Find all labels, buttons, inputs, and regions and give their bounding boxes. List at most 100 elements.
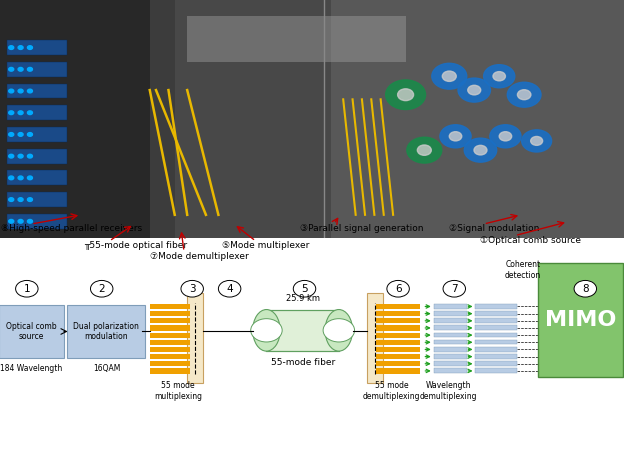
Circle shape (484, 65, 515, 88)
Circle shape (18, 46, 23, 49)
Circle shape (522, 130, 552, 152)
Ellipse shape (325, 310, 353, 351)
FancyBboxPatch shape (0, 305, 64, 358)
Circle shape (27, 176, 32, 180)
Circle shape (27, 133, 32, 136)
FancyBboxPatch shape (376, 361, 420, 366)
Circle shape (27, 67, 32, 71)
Circle shape (9, 133, 14, 136)
Circle shape (458, 78, 490, 102)
FancyBboxPatch shape (150, 340, 190, 345)
FancyBboxPatch shape (376, 333, 420, 338)
FancyBboxPatch shape (475, 347, 517, 352)
Circle shape (18, 219, 23, 223)
FancyBboxPatch shape (0, 277, 624, 462)
FancyBboxPatch shape (150, 318, 190, 323)
Circle shape (443, 280, 466, 297)
Circle shape (493, 72, 505, 81)
FancyBboxPatch shape (0, 0, 624, 238)
Text: Optical comb
source: Optical comb source (6, 322, 57, 341)
Circle shape (9, 46, 14, 49)
Text: ⑤Mode multiplexer: ⑤Mode multiplexer (222, 241, 309, 250)
Text: MIMO: MIMO (545, 310, 616, 330)
FancyBboxPatch shape (376, 368, 420, 373)
Text: 6: 6 (395, 284, 401, 294)
FancyBboxPatch shape (475, 354, 517, 359)
FancyBboxPatch shape (475, 318, 517, 323)
FancyBboxPatch shape (150, 354, 190, 359)
Text: 3: 3 (189, 284, 195, 294)
FancyBboxPatch shape (150, 333, 190, 338)
Circle shape (397, 89, 414, 101)
Circle shape (18, 89, 23, 93)
Text: 55-mode fiber: 55-mode fiber (271, 358, 334, 367)
Text: 1: 1 (24, 284, 30, 294)
FancyBboxPatch shape (187, 293, 203, 383)
Circle shape (27, 111, 32, 115)
Circle shape (293, 280, 316, 297)
FancyBboxPatch shape (376, 304, 420, 309)
Circle shape (18, 198, 23, 201)
FancyBboxPatch shape (7, 149, 67, 164)
Circle shape (181, 280, 203, 297)
Circle shape (18, 111, 23, 115)
Text: ①Optical comb source: ①Optical comb source (480, 236, 582, 244)
Text: 25.9 km: 25.9 km (286, 294, 319, 303)
FancyBboxPatch shape (7, 192, 67, 207)
FancyBboxPatch shape (475, 361, 517, 366)
Text: ⑧High-speed parallel receivers: ⑧High-speed parallel receivers (1, 224, 142, 233)
FancyBboxPatch shape (7, 62, 67, 77)
Text: ⑦Mode demultiplexer: ⑦Mode demultiplexer (150, 252, 248, 261)
FancyBboxPatch shape (0, 238, 624, 286)
Ellipse shape (253, 310, 280, 351)
Circle shape (9, 89, 14, 93)
Text: 5: 5 (301, 284, 308, 294)
FancyBboxPatch shape (150, 304, 190, 309)
Text: Coherent
detection: Coherent detection (505, 260, 541, 280)
Circle shape (386, 80, 426, 109)
FancyBboxPatch shape (7, 214, 67, 229)
FancyBboxPatch shape (7, 170, 67, 185)
FancyBboxPatch shape (331, 0, 624, 238)
Text: 55 mode
multiplexing: 55 mode multiplexing (154, 381, 202, 401)
Circle shape (9, 198, 14, 201)
FancyBboxPatch shape (475, 340, 517, 344)
Circle shape (474, 146, 487, 155)
Text: 2: 2 (99, 284, 105, 294)
FancyBboxPatch shape (150, 325, 190, 330)
FancyBboxPatch shape (376, 325, 420, 330)
Text: ╥55-mode optical fiber: ╥55-mode optical fiber (84, 241, 187, 250)
Circle shape (18, 133, 23, 136)
FancyBboxPatch shape (434, 304, 467, 309)
Text: ③Parallel signal generation: ③Parallel signal generation (300, 224, 423, 233)
FancyBboxPatch shape (376, 311, 420, 316)
Circle shape (27, 198, 32, 201)
FancyBboxPatch shape (67, 305, 145, 358)
FancyBboxPatch shape (434, 368, 467, 373)
Circle shape (323, 319, 354, 342)
Circle shape (517, 90, 531, 100)
FancyBboxPatch shape (434, 340, 467, 344)
Circle shape (9, 176, 14, 180)
Circle shape (16, 280, 38, 297)
Circle shape (507, 82, 541, 107)
FancyBboxPatch shape (538, 263, 623, 377)
Circle shape (432, 63, 467, 89)
FancyBboxPatch shape (376, 340, 420, 345)
FancyBboxPatch shape (376, 318, 420, 323)
FancyBboxPatch shape (187, 16, 406, 62)
Circle shape (417, 145, 431, 155)
Circle shape (407, 137, 442, 163)
FancyBboxPatch shape (475, 304, 517, 309)
FancyBboxPatch shape (434, 318, 467, 323)
Text: 4: 4 (227, 284, 233, 294)
Circle shape (440, 125, 471, 148)
Circle shape (90, 280, 113, 297)
Circle shape (9, 154, 14, 158)
Circle shape (18, 154, 23, 158)
FancyBboxPatch shape (150, 368, 190, 373)
FancyBboxPatch shape (7, 105, 67, 120)
FancyBboxPatch shape (0, 0, 150, 238)
Text: ②Signal modulation: ②Signal modulation (449, 224, 540, 233)
FancyBboxPatch shape (434, 354, 467, 359)
